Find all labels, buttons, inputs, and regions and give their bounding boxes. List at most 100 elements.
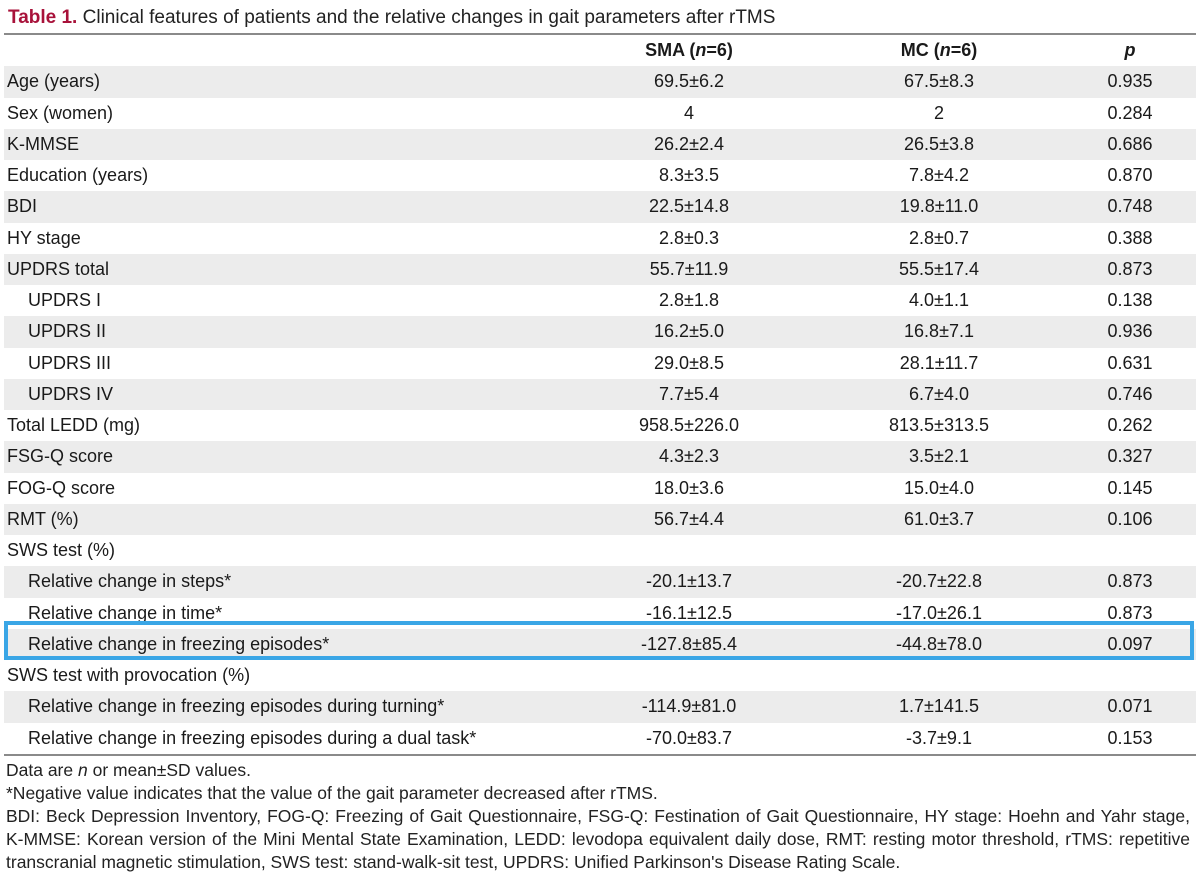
row-sma-value: 16.2±5.0 (654, 321, 724, 342)
footnote-data-format: Data are n or mean±SD values. (6, 759, 1190, 782)
row-p-value: 0.686 (1107, 133, 1153, 154)
row-sma-value (564, 535, 814, 566)
table-row: Sex (women) 4 2 0.284 (4, 98, 1196, 129)
table-row: Relative change in freezing episodes dur… (4, 723, 1196, 754)
table-section-row: SWS test with provocation (%) (4, 660, 1196, 691)
table-row: FOG-Q score 18.0±3.6 15.0±4.0 0.145 (4, 473, 1196, 504)
row-p-value: 0.873 (1107, 571, 1153, 592)
row-sma-value: 56.7±4.4 (654, 508, 724, 529)
row-p-value: 0.631 (1107, 352, 1153, 373)
row-mc-value: -20.7±22.8 (896, 571, 982, 592)
table-row: Age (years) 69.5±6.2 67.5±8.3 0.935 (4, 66, 1196, 98)
row-p-value: 0.936 (1107, 321, 1153, 342)
table-row: HY stage 2.8±0.3 2.8±0.7 0.388 (4, 223, 1196, 254)
row-sma-value: 7.7±5.4 (659, 383, 719, 404)
row-label: Total LEDD (mg) (7, 415, 141, 436)
row-label: UPDRS IV (28, 383, 114, 404)
row-sma-value: 69.5±6.2 (654, 71, 724, 92)
row-label: BDI (7, 196, 38, 217)
table-row: FSG-Q score 4.3±2.3 3.5±2.1 0.327 (4, 441, 1196, 473)
row-p-value (1064, 660, 1196, 691)
row-label: Relative change in freezing episodes* (28, 633, 330, 654)
row-p-value: 0.145 (1107, 477, 1153, 498)
row-p-value: 0.284 (1107, 102, 1153, 123)
header-sma: SMA (n =6) (564, 35, 814, 66)
caption-text: Clinical features of patients and the re… (82, 7, 776, 28)
row-p-value: 0.870 (1107, 165, 1153, 186)
table-row: Relative change in steps* -20.1±13.7 -20… (4, 566, 1196, 598)
row-mc-value: 4.0±1.1 (909, 290, 969, 311)
row-sma-value: 22.5±14.8 (649, 196, 729, 217)
table-row: RMT (%) 56.7±4.4 61.0±3.7 0.106 (4, 503, 1196, 535)
row-sma-value: 2.8±0.3 (659, 227, 719, 248)
row-mc-value: -17.0±26.1 (896, 602, 982, 623)
header-mc-n: n (939, 40, 951, 61)
row-p-value: 0.097 (1107, 633, 1153, 654)
row-mc-value: 6.7±4.0 (909, 383, 969, 404)
row-p-value: 0.748 (1107, 196, 1153, 217)
footnote-text: Data are (6, 760, 78, 780)
row-p-value: 0.746 (1107, 383, 1153, 404)
row-label: HY stage (7, 227, 81, 248)
row-p-value: 0.138 (1107, 290, 1153, 311)
row-label: FOG-Q score (7, 477, 116, 498)
header-label-cell (4, 35, 564, 66)
row-mc-value: 61.0±3.7 (904, 508, 974, 529)
row-sma-value: -114.9±81.0 (641, 696, 737, 717)
row-sma-value: -70.0±83.7 (646, 727, 732, 748)
row-sma-value: 2.8±1.8 (659, 290, 719, 311)
row-sma-value: -16.1±12.5 (646, 602, 732, 623)
row-mc-value (814, 535, 1064, 566)
table-row-highlighted: Relative change in freezing episodes* -1… (4, 628, 1196, 660)
table-section-row: SWS test (%) (4, 535, 1196, 566)
row-label: UPDRS total (7, 258, 110, 279)
row-sma-value (564, 660, 814, 691)
table-row: Relative change in time* -16.1±12.5 -17.… (4, 598, 1196, 629)
row-p-value: 0.935 (1107, 71, 1153, 92)
header-p: p (1124, 40, 1136, 61)
row-label: Relative change in time* (28, 602, 223, 623)
header-mc-suffix: =6) (950, 40, 978, 61)
row-label: K-MMSE (7, 133, 79, 154)
table-header-row: SMA (n =6) MC (n =6) p (4, 35, 1196, 66)
row-mc-value: 55.5±17.4 (899, 258, 979, 279)
footnote-abbreviations: BDI: Beck Depression Inventory, FOG-Q: F… (6, 806, 1190, 872)
row-sma-value: 4 (683, 102, 694, 123)
caption-label: Table 1. (8, 7, 78, 28)
row-label: Education (years) (7, 165, 149, 186)
table-row: UPDRS IV 7.7±5.4 6.7±4.0 0.746 (4, 378, 1196, 410)
table-row: UPDRS III 29.0±8.5 28.1±11.7 0.631 (4, 348, 1196, 379)
row-label: RMT (%) (7, 508, 79, 529)
row-sma-value: 29.0±8.5 (654, 352, 724, 373)
row-mc-value: 26.5±3.8 (904, 133, 974, 154)
row-p-value: 0.327 (1107, 446, 1153, 467)
row-p-value (1064, 535, 1196, 566)
header-sma-prefix: SMA ( (645, 40, 696, 61)
row-mc-value (814, 660, 1064, 691)
row-label: Relative change in steps* (28, 571, 232, 592)
footnote-asterisk: *Negative value indicates that the value… (6, 783, 658, 803)
table-footnotes: Data are n or mean±SD values. *Negative … (6, 759, 1190, 874)
row-mc-value: 813.5±313.5 (889, 415, 989, 436)
row-sma-value: 18.0±3.6 (654, 477, 724, 498)
header-sma-n: n (695, 40, 707, 61)
header-sma-suffix: =6) (706, 40, 733, 61)
row-mc-value: 2 (933, 102, 944, 123)
row-p-value: 0.873 (1107, 602, 1153, 623)
table-row: UPDRS I 2.8±1.8 4.0±1.1 0.138 (4, 285, 1196, 316)
row-mc-value: 1.7±141.5 (899, 696, 979, 717)
row-mc-value: 15.0±4.0 (904, 477, 974, 498)
row-label: FSG-Q score (7, 446, 114, 467)
footnote-n: n (77, 760, 88, 780)
row-sma-value: 55.7±11.9 (649, 258, 729, 279)
row-label: Relative change in freezing episodes dur… (28, 727, 477, 748)
row-sma-value: -20.1±13.7 (646, 571, 732, 592)
row-label: UPDRS I (28, 290, 102, 311)
row-sma-value: 8.3±3.5 (659, 165, 719, 186)
row-label: Relative change in freezing episodes dur… (28, 696, 445, 717)
row-p-value: 0.071 (1107, 696, 1153, 717)
row-p-value: 0.153 (1107, 727, 1153, 748)
row-p-value: 0.106 (1107, 508, 1153, 529)
row-sma-value: 26.2±2.4 (654, 133, 724, 154)
row-label: Age (years) (7, 71, 101, 92)
